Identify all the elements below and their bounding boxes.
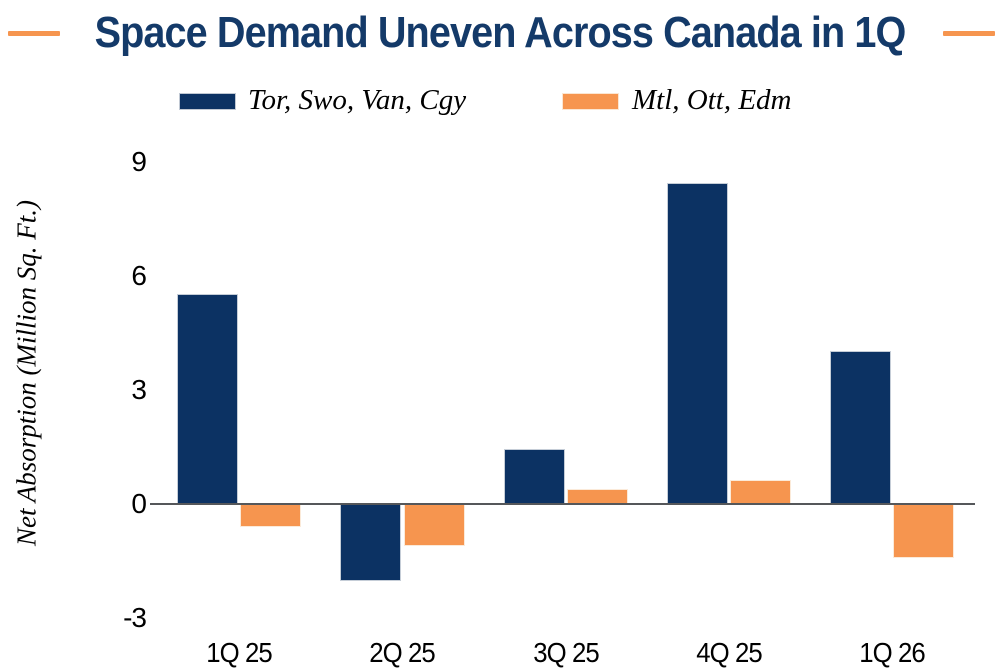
legend-label-series-1: Tor, Swo, Van, Cgy — [248, 84, 467, 116]
zero-axis-line — [150, 502, 975, 505]
legend-label-series-2: Mtl, Ott, Edm — [632, 84, 792, 116]
chart-header: Space Demand Uneven Across Canada in 1Q — [0, 8, 1000, 60]
y-tick-label: 6 — [131, 259, 147, 291]
bar-mtl-2q-25 — [404, 503, 464, 546]
y-tick-label: 0 — [131, 487, 147, 519]
bar-tor-1q-26 — [830, 351, 890, 504]
page-title: Space Demand Uneven Across Canada in 1Q — [94, 8, 907, 57]
x-tick-label: 2Q 25 — [369, 637, 436, 668]
x-tick-label: 1Q 25 — [205, 637, 273, 668]
bar-mtl-3q-25 — [568, 490, 627, 504]
x-tick-label: 1Q 26 — [858, 637, 926, 668]
bar-tor-1q-25 — [177, 294, 237, 504]
y-tick-label: 3 — [131, 373, 147, 405]
y-tick-label: 9 — [131, 145, 147, 177]
bar-tor-3q-25 — [504, 450, 564, 504]
bar-mtl-1q-26 — [894, 503, 953, 557]
x-tick-label: 3Q 25 — [532, 637, 600, 668]
title-accent-dash-right-icon — [943, 31, 995, 36]
bar-tor-4q-25 — [667, 184, 727, 504]
bar-mtl-1q-25 — [241, 503, 300, 527]
bar-tor-2q-25 — [341, 503, 400, 580]
title-accent-dash-left-icon — [8, 31, 60, 36]
bar-mtl-4q-25 — [731, 480, 790, 504]
legend-swatch-series-1 — [180, 94, 235, 109]
x-tick-label: 4Q 25 — [695, 637, 763, 668]
legend-swatch-series-2 — [563, 94, 618, 109]
y-tick-label: -3 — [123, 601, 147, 633]
